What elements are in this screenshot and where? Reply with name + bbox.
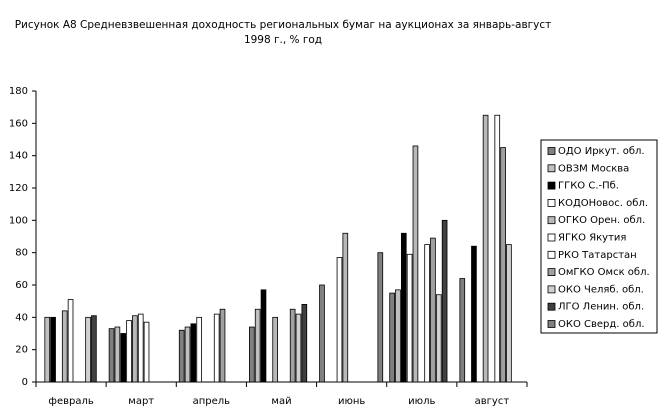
legend-label: ОКО Сверд. обл. [558,319,645,330]
bar [319,284,325,383]
y-tick-label: 100 [9,215,28,226]
bar [459,278,466,383]
x-tick-label: май [271,396,291,407]
bar [506,244,512,383]
bar [44,316,51,383]
x-tick-label: июнь [338,396,365,407]
y-tick-label: 40 [15,312,28,323]
legend-label: ОКО Челяб. обл. [558,284,644,295]
bar [219,308,226,383]
x-tick-label: апрель [193,396,231,407]
y-tick-label: 120 [9,183,28,194]
bar [441,219,448,383]
chart-title: Рисунок А8 Средневзвешенная доходность р… [15,19,552,31]
bar [254,308,261,383]
bar [424,244,430,383]
bar [482,114,489,383]
bar [336,257,343,383]
bar [114,326,121,383]
legend-swatch [547,302,556,311]
bar [213,313,220,383]
bar [108,328,115,383]
legend-swatch [547,181,556,190]
legend-swatch [547,164,556,173]
bar [249,326,255,383]
legend-swatch [547,285,556,294]
x-tick-label: июль [408,396,435,407]
y-tick-label: 160 [9,118,28,129]
bar [190,323,197,383]
bar [500,147,506,383]
legend-label: КОДОНовос. обл. [558,198,648,209]
legend-label: ЯГКО Якутия [558,233,626,244]
x-tick-label: февраль [48,396,93,407]
bar [295,313,302,383]
bar [406,253,413,383]
y-tick-label: 60 [15,280,28,291]
bar [342,232,349,383]
bar [137,313,144,383]
bar [85,316,91,383]
legend-swatch [547,198,556,207]
legend-label: ОДО Иркут. обл. [558,146,645,157]
legend-swatch [547,147,556,155]
y-tick-label: 140 [9,151,28,162]
chart-title: 1998 г., % год [244,34,322,46]
legend-swatch [547,233,556,242]
bar [301,303,308,383]
legend-label: ГГКО С.-Пб. [558,181,619,192]
bar [132,315,138,383]
bar [377,252,384,383]
y-tick-label: 180 [9,86,28,97]
bar [260,289,267,383]
bar [400,232,407,383]
bar [120,333,127,383]
bar [412,145,419,383]
y-tick-label: 20 [15,345,28,356]
bar [196,316,203,383]
bar [126,320,132,383]
legend-swatch [547,320,556,328]
bar [272,316,278,383]
legend-label: РКО Татарстан [558,250,637,261]
bar [471,245,477,383]
y-tick-label: 80 [15,248,28,259]
bar [435,294,442,383]
bar [67,299,74,383]
legend-swatch [547,216,556,225]
bar [389,292,395,383]
bar [50,316,56,383]
bar [395,289,401,383]
bar [178,329,185,383]
x-tick-label: август [475,396,510,407]
x-tick-label: март [128,396,154,407]
legend-swatch [547,268,556,277]
bar [91,315,97,383]
bar [289,308,296,383]
legend-label: ОГКО Орен. обл. [558,215,645,226]
bar [494,114,501,383]
bar [184,326,191,383]
y-tick-label: 0 [22,377,28,388]
bar [430,237,436,383]
bar [143,321,150,383]
legend-label: ОВЗМ Москва [558,163,629,174]
legend-label: ОмГКО Омск обл. [558,267,650,278]
legend-swatch [547,250,556,259]
legend-box [540,139,658,334]
legend-label: ЛГО Ленин. обл. [558,302,644,313]
bar [61,310,68,383]
